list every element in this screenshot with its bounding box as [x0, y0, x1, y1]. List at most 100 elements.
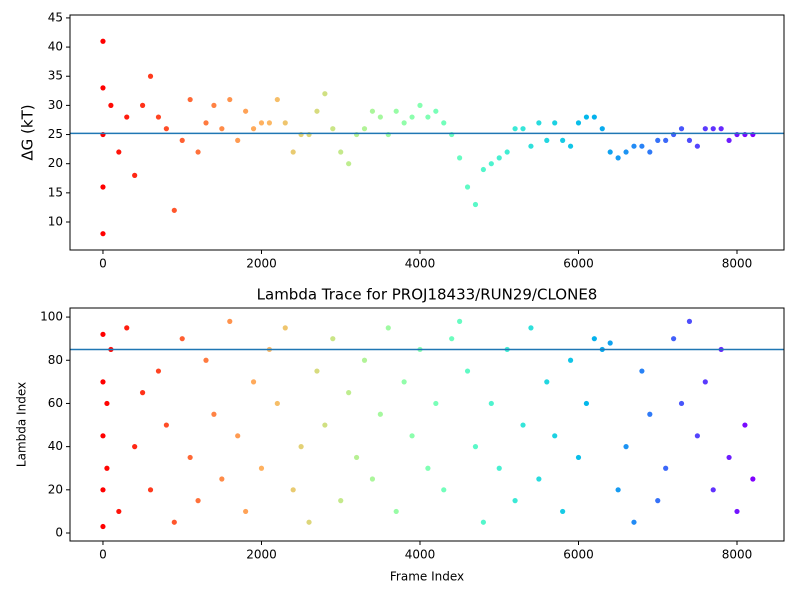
y-tick-label: 60: [48, 396, 63, 410]
point: [338, 149, 344, 155]
point: [528, 143, 534, 149]
point: [163, 126, 169, 132]
point: [258, 120, 265, 126]
point: [219, 476, 225, 482]
point: [457, 155, 463, 161]
point: [282, 120, 288, 126]
point: [155, 368, 162, 374]
point: [250, 126, 257, 132]
point: [132, 444, 138, 450]
point: [139, 390, 146, 396]
point: [694, 143, 700, 149]
point: [441, 487, 447, 493]
point: [369, 108, 376, 114]
point: [726, 454, 732, 461]
point: [108, 102, 114, 108]
point: [187, 454, 193, 461]
y-axis-label: ΔG (kT): [19, 104, 37, 160]
point: [670, 336, 677, 342]
point: [100, 231, 106, 237]
point: [702, 126, 708, 132]
point: [639, 143, 645, 149]
y-tick-label: 20: [48, 156, 63, 170]
point: [631, 519, 637, 525]
point: [583, 400, 590, 407]
point: [449, 336, 455, 342]
point: [346, 161, 352, 167]
y-axis-label: Lambda Index: [15, 382, 29, 467]
y-tick-label: 10: [48, 215, 63, 229]
point: [496, 155, 502, 161]
point: [139, 102, 146, 108]
y-tick-label: 40: [48, 439, 63, 453]
x-tick-label: 4000: [405, 548, 436, 562]
point: [560, 508, 566, 515]
y-tick-label: 100: [40, 310, 63, 324]
y-tick-label: 0: [55, 526, 63, 540]
point: [401, 120, 407, 126]
x-tick-label: 8000: [722, 257, 753, 271]
point: [171, 519, 177, 525]
point: [377, 114, 383, 120]
point: [258, 465, 265, 471]
point: [678, 126, 685, 132]
point: [409, 114, 415, 120]
point: [710, 126, 716, 132]
point: [575, 120, 582, 126]
point: [639, 368, 645, 374]
y-tick-label: 35: [48, 69, 63, 83]
point: [663, 465, 669, 471]
point: [274, 400, 280, 407]
point: [346, 390, 352, 396]
point: [544, 137, 550, 143]
point: [631, 143, 637, 149]
point: [615, 487, 621, 493]
point: [655, 498, 661, 504]
point: [235, 433, 241, 439]
point: [274, 96, 280, 103]
point: [710, 487, 716, 493]
point: [195, 149, 201, 155]
axes-frame: [69, 307, 785, 542]
point: [401, 379, 407, 385]
point: [647, 149, 653, 155]
point: [528, 325, 534, 331]
point: [385, 325, 391, 331]
y-tick-label: 20: [48, 482, 63, 496]
point: [441, 120, 447, 126]
point: [377, 411, 383, 417]
point: [124, 325, 130, 331]
point: [520, 422, 526, 428]
x-tick-label: 4000: [405, 257, 436, 271]
point: [100, 433, 106, 439]
x-tick-label: 8000: [722, 548, 753, 562]
point: [552, 433, 558, 439]
point: [433, 400, 439, 407]
point: [583, 114, 590, 120]
point: [227, 96, 233, 103]
point: [504, 149, 510, 155]
point: [552, 120, 558, 126]
point: [266, 120, 273, 126]
point: [480, 166, 486, 173]
point: [409, 433, 415, 439]
point: [203, 357, 209, 363]
point: [163, 422, 169, 428]
point: [615, 155, 621, 161]
point: [393, 508, 399, 515]
x-tick-label: 0: [99, 257, 107, 271]
point: [100, 487, 106, 493]
point: [155, 114, 162, 120]
point: [361, 357, 368, 363]
point: [195, 498, 201, 504]
point: [322, 422, 328, 428]
x-tick-label: 6000: [563, 257, 594, 271]
y-tick-label: 40: [48, 40, 63, 54]
point: [298, 444, 304, 450]
point: [663, 137, 669, 143]
point: [100, 184, 106, 190]
point: [338, 498, 344, 504]
point: [433, 108, 439, 114]
point: [686, 318, 693, 324]
